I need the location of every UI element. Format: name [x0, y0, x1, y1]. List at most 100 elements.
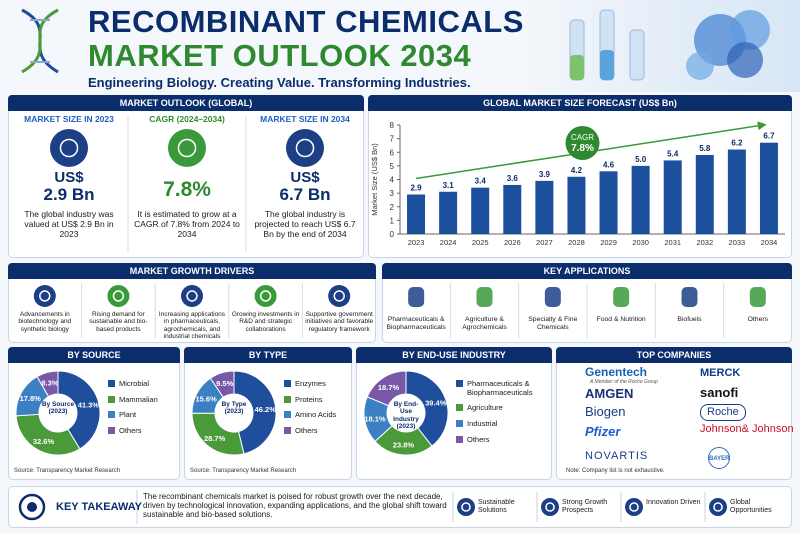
y-tick-label: 2 — [390, 203, 395, 212]
driver-text: Increasing applications in pharmaceutica… — [158, 311, 226, 341]
icon-glyph — [59, 138, 79, 158]
x-tick-label: 2025 — [472, 238, 489, 247]
slice-label: 46.2% — [255, 405, 277, 414]
title-line1: RECOMBINANT CHEMICALS — [88, 4, 524, 39]
bar — [599, 171, 618, 234]
slice-label: 18.1% — [364, 414, 386, 423]
badge-text: Sustainable Solutions — [478, 499, 515, 515]
driver-text: Advancements in biotechnology and synthe… — [18, 311, 72, 333]
badge-text: Global Opportunities — [730, 499, 772, 515]
company-logo: Roche — [700, 404, 746, 421]
takeaway-icon — [18, 493, 46, 521]
kpi-prefix: US$ — [54, 169, 84, 186]
bar — [663, 160, 682, 234]
slice-label: 9.5% — [216, 379, 233, 388]
y-tick-label: 0 — [390, 230, 395, 239]
driver-text: Rising demand for sustainable and bio-ba… — [89, 311, 148, 333]
legend-item: Others — [284, 426, 348, 436]
legend-swatch — [284, 380, 291, 387]
kpi-label: MARKET SIZE IN 2034 — [260, 114, 350, 124]
legend-label: Others — [467, 434, 490, 444]
kpi-prefix: US$ — [290, 169, 320, 186]
value-label: 6.2 — [731, 139, 743, 148]
y-tick-label: 3 — [390, 189, 395, 198]
slice-label: 23.8% — [393, 440, 415, 449]
app-icon — [749, 287, 766, 307]
x-tick-label: 2023 — [408, 238, 425, 247]
y-axis-label: Market Size (US$ Bn) — [370, 143, 379, 216]
legend-swatch — [108, 380, 115, 387]
application-text: Pharmaceuticals & Biopharmaceuticals — [386, 316, 446, 331]
value-label: 3.9 — [539, 170, 551, 179]
legend-swatch — [284, 395, 291, 403]
panel — [8, 95, 364, 258]
legend-item: Plant — [108, 411, 176, 420]
pie-slice — [36, 370, 59, 398]
slice-label: 32.6% — [33, 437, 55, 446]
x-tick-label: 2024 — [440, 238, 457, 247]
app-icon — [476, 287, 493, 307]
icon-glyph — [461, 502, 471, 512]
legend-item: Agriculture — [456, 404, 548, 413]
application-text: Biofuels — [677, 316, 702, 323]
icon-circle — [709, 498, 727, 516]
legend-label: Plant — [119, 410, 137, 420]
y-tick-label: 6 — [390, 148, 395, 157]
icon-glyph — [112, 290, 125, 302]
cagr-badge — [565, 126, 600, 160]
title-line2: MARKET OUTLOOK 2034 — [88, 38, 472, 73]
bar — [727, 149, 746, 234]
legend-item: Amino Acids — [284, 411, 348, 420]
application-text: Others — [747, 316, 769, 323]
dna-icon — [21, 8, 59, 74]
legend-label: Pharmaceuticals & Biopharmaceuticals — [467, 379, 533, 397]
legend-item: Others — [456, 434, 548, 445]
slice-label: 28.7% — [204, 434, 226, 443]
pie-center-label: By Type (2023) — [221, 401, 247, 416]
y-tick-label: 1 — [390, 216, 395, 225]
icon-circle — [107, 285, 130, 307]
company-logo: MERCK — [700, 367, 741, 379]
icon-glyph — [333, 290, 345, 302]
bar — [471, 187, 490, 234]
bar — [535, 180, 554, 234]
icon-circle — [254, 285, 277, 307]
icon-glyph — [545, 502, 555, 512]
icon-glyph — [186, 290, 198, 302]
pie-center-label: By End-Use Industry (2023) — [393, 401, 419, 431]
bar — [503, 184, 522, 234]
company-note: A Member of the Roche Group — [590, 379, 658, 385]
legend-label: Amino Acids — [295, 410, 337, 420]
legend-item: Enzymes — [284, 379, 348, 389]
bar — [567, 176, 586, 234]
driver-text: Supportive government initiatives and fa… — [305, 311, 374, 333]
icon-glyph — [39, 290, 51, 302]
legend-label: Enzymes — [295, 379, 326, 388]
legend-swatch — [284, 411, 291, 419]
icon-circle — [328, 285, 351, 307]
icon-glyph — [259, 290, 272, 302]
bar — [631, 165, 650, 234]
slice-label: 17.8% — [20, 394, 42, 403]
value-label: 5.0 — [635, 155, 647, 164]
kpi-label: CAGR (2024–2034) — [149, 114, 225, 124]
legend-swatch — [108, 411, 115, 419]
value-label: 5.8 — [699, 144, 711, 153]
company-note: Note: Company list is not exhaustive. — [566, 468, 665, 474]
kpi-label: MARKET SIZE IN 2023 — [24, 114, 114, 124]
badge-text: Innovation Driven — [646, 499, 701, 506]
value-label: 2.9 — [410, 183, 422, 192]
application-text: Food & Nutrition — [596, 316, 646, 323]
icon-glyph — [629, 502, 639, 512]
kpi-text: The global industry was valued at US$ 2.… — [24, 209, 114, 239]
x-tick-label: 2031 — [664, 238, 681, 247]
panel — [356, 347, 552, 480]
lab-art — [569, 9, 770, 81]
legend-label: Mammalian — [119, 394, 158, 404]
app-icon — [681, 287, 698, 307]
icon-circle — [33, 285, 56, 307]
icon-circle — [541, 498, 559, 516]
legend-item: Others — [108, 426, 176, 436]
value-label: 3.4 — [475, 177, 487, 186]
